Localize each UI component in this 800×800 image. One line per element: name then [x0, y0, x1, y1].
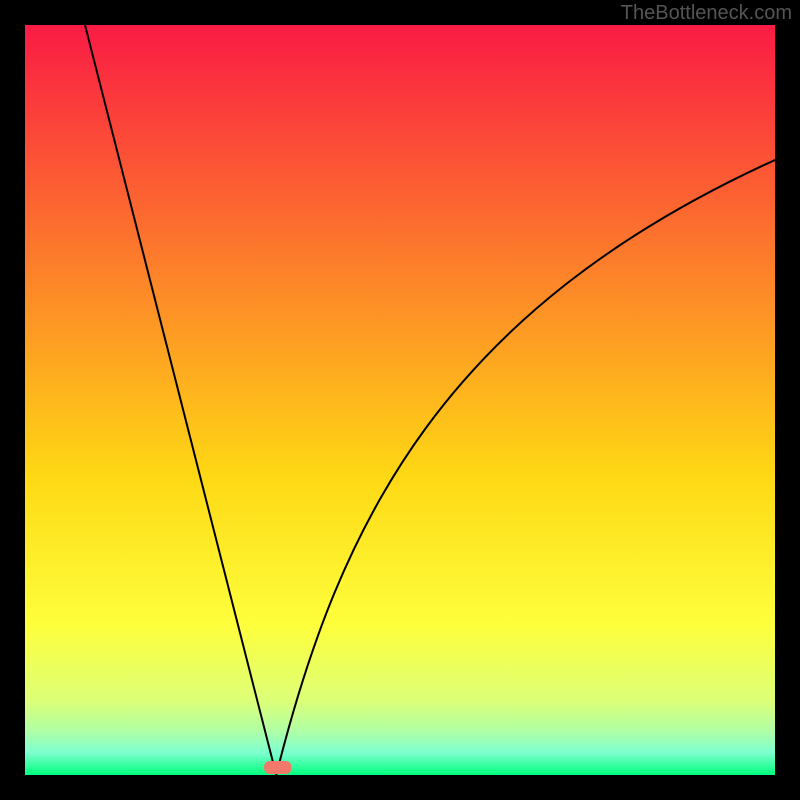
- attribution-text: TheBottleneck.com: [621, 2, 792, 25]
- plot-area: [25, 25, 775, 775]
- optimum-marker: [25, 25, 775, 775]
